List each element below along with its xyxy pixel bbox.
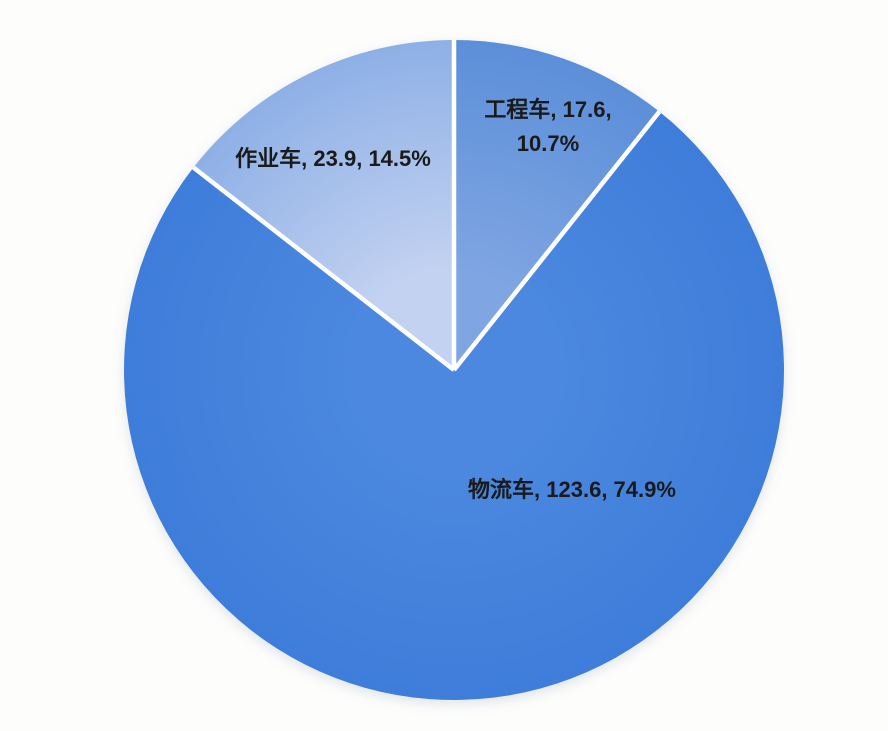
slice-label-line: 物流车, 123.6, 74.9% bbox=[468, 477, 676, 502]
slice-label-line: 作业车, 23.9, 14.5% bbox=[235, 146, 431, 171]
slice-label-gongchengche: 工程车, 17.6, 10.7% bbox=[484, 93, 611, 161]
slice-separator bbox=[452, 110, 662, 372]
slice-label-zuoyeche: 作业车, 23.9, 14.5% bbox=[235, 146, 431, 172]
slice-label-line: 10.7% bbox=[516, 131, 580, 156]
slice-label-wuliuche: 物流车, 123.6, 74.9% bbox=[468, 477, 676, 503]
slice-separator bbox=[192, 165, 456, 372]
pie-slice-1 bbox=[454, 40, 660, 370]
slice-label-line: 工程车, 17.6, bbox=[484, 97, 612, 122]
pie-slice-2 bbox=[123, 111, 784, 700]
pie-slice-3 bbox=[193, 39, 454, 370]
